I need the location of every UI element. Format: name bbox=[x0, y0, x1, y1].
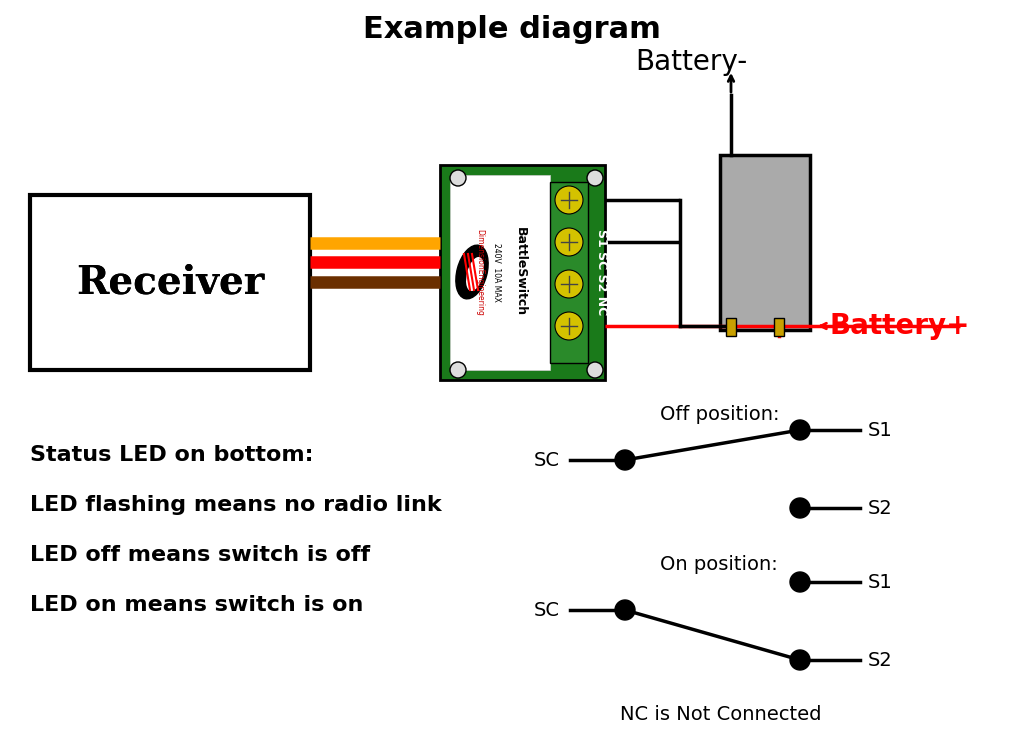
Text: S2: S2 bbox=[868, 499, 893, 517]
Bar bbox=[440, 165, 605, 380]
Circle shape bbox=[450, 170, 466, 186]
Circle shape bbox=[615, 450, 635, 470]
Circle shape bbox=[790, 420, 810, 440]
Bar bbox=[550, 182, 588, 363]
Text: S1 SC S2 NC: S1 SC S2 NC bbox=[595, 229, 607, 315]
Circle shape bbox=[790, 498, 810, 518]
Text: DimensionEngineering: DimensionEngineering bbox=[475, 228, 484, 315]
Text: Receiver: Receiver bbox=[76, 264, 264, 302]
Text: Receiver: Receiver bbox=[76, 264, 264, 302]
Text: LED on means switch is on: LED on means switch is on bbox=[30, 595, 364, 615]
Text: S1: S1 bbox=[868, 572, 893, 592]
Text: Status LED on bottom:: Status LED on bottom: bbox=[30, 445, 313, 465]
Text: SC: SC bbox=[534, 601, 560, 620]
Circle shape bbox=[555, 270, 583, 298]
Circle shape bbox=[615, 600, 635, 620]
Circle shape bbox=[587, 170, 603, 186]
Text: Example diagram: Example diagram bbox=[364, 16, 660, 44]
Text: SC: SC bbox=[534, 451, 560, 469]
Bar bbox=[30, 195, 310, 370]
Circle shape bbox=[450, 362, 466, 378]
Text: BattleSwitch: BattleSwitch bbox=[513, 228, 526, 317]
Ellipse shape bbox=[466, 257, 484, 291]
Text: S2: S2 bbox=[868, 650, 893, 669]
Text: S1: S1 bbox=[868, 421, 893, 439]
Circle shape bbox=[555, 228, 583, 256]
Circle shape bbox=[790, 650, 810, 670]
Bar bbox=[450, 175, 550, 370]
Text: Battery-: Battery- bbox=[635, 48, 748, 76]
Circle shape bbox=[587, 362, 603, 378]
Circle shape bbox=[790, 572, 810, 592]
Text: 240V  10A MAX: 240V 10A MAX bbox=[493, 243, 502, 301]
Circle shape bbox=[555, 312, 583, 340]
Text: LED flashing means no radio link: LED flashing means no radio link bbox=[30, 495, 441, 515]
Ellipse shape bbox=[456, 245, 488, 299]
Bar bbox=[720, 155, 810, 330]
Text: NC is Not Connected: NC is Not Connected bbox=[620, 705, 821, 725]
Text: Battery+: Battery+ bbox=[830, 312, 971, 340]
Text: On position:: On position: bbox=[660, 556, 778, 575]
Text: LED off means switch is off: LED off means switch is off bbox=[30, 545, 370, 565]
Bar bbox=[726, 318, 736, 336]
Circle shape bbox=[555, 186, 583, 214]
Text: Off position:: Off position: bbox=[660, 406, 779, 424]
Bar bbox=[774, 318, 784, 336]
